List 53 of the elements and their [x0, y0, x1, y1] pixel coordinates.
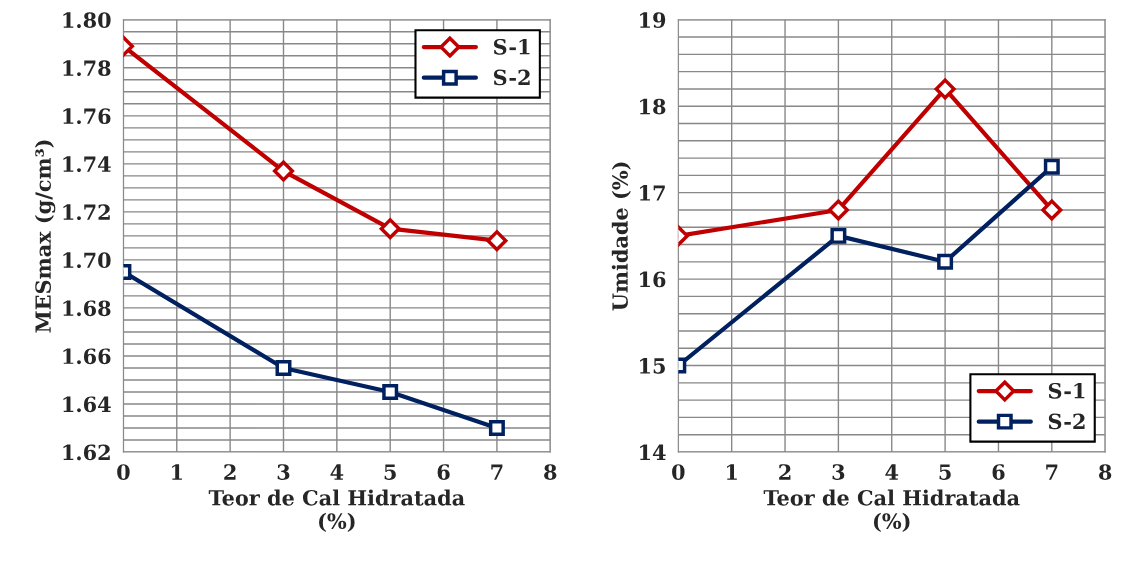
point — [379, 218, 401, 240]
x-tick-label: 6 — [992, 464, 1005, 480]
point — [272, 160, 295, 182]
y-axis-title: Umidade (%) — [611, 162, 631, 311]
x-tick-label: 7 — [491, 464, 503, 480]
y-tick-label: 14 — [640, 444, 666, 460]
y-tick-label: 1.68 — [63, 300, 111, 317]
y-tick-label: 1.74 — [63, 156, 111, 173]
y-tick-label: 1.80 — [63, 12, 111, 28]
x-tick-label: 0 — [672, 464, 685, 480]
x-tick-label: 4 — [330, 464, 344, 480]
point — [934, 78, 956, 100]
y-tick-label: 1.72 — [63, 204, 110, 221]
x-tick-label: 0 — [117, 464, 130, 480]
y-tick-label: 15 — [640, 358, 665, 374]
point — [937, 253, 954, 270]
legend-label: S-2 — [1048, 413, 1085, 430]
x-axis-title: Teor de Cal Hidratada (%) — [208, 489, 465, 532]
point — [1041, 199, 1063, 221]
legend-label: S-2 — [493, 69, 530, 86]
y-tick-label: 1.70 — [63, 252, 111, 269]
legend-label: S-1 — [493, 38, 530, 55]
y-tick-label: 17 — [640, 185, 665, 201]
x-tick-label: 3 — [277, 464, 290, 480]
x-tick-label: 4 — [885, 464, 899, 480]
x-tick-label: 8 — [544, 464, 557, 480]
point — [488, 420, 505, 436]
x-tick-label: 1 — [172, 464, 182, 480]
y-tick-label: 1.66 — [63, 348, 111, 365]
y-tick-label: 18 — [640, 98, 666, 115]
y-tick-label: 1.76 — [63, 108, 111, 125]
x-tick-label: 5 — [939, 464, 951, 480]
point — [1043, 158, 1060, 175]
y-tick-label: 16 — [640, 271, 666, 288]
y-axis-title: MESmax (g/cm³) — [34, 140, 56, 333]
x-tick-label: 7 — [1046, 464, 1058, 480]
point — [486, 230, 508, 252]
x-axis-title: Teor de Cal Hidratada (%) — [763, 489, 1020, 532]
point — [275, 359, 292, 376]
x-tick-label: 3 — [832, 464, 845, 480]
y-tick-label: 19 — [640, 12, 666, 28]
y-tick-label: 1.62 — [63, 444, 110, 461]
y-tick-label: 1.64 — [63, 396, 111, 413]
x-tick-label: 8 — [1099, 464, 1112, 480]
legend-label: S-1 — [1048, 382, 1085, 399]
x-tick-label: 2 — [779, 464, 791, 480]
x-tick-label: 5 — [384, 464, 396, 480]
y-tick-label: 1.78 — [63, 60, 111, 77]
x-tick-label: 6 — [437, 464, 450, 480]
x-tick-label: 2 — [224, 464, 236, 480]
point — [830, 227, 847, 244]
point — [382, 383, 399, 400]
x-tick-label: 1 — [726, 464, 737, 480]
